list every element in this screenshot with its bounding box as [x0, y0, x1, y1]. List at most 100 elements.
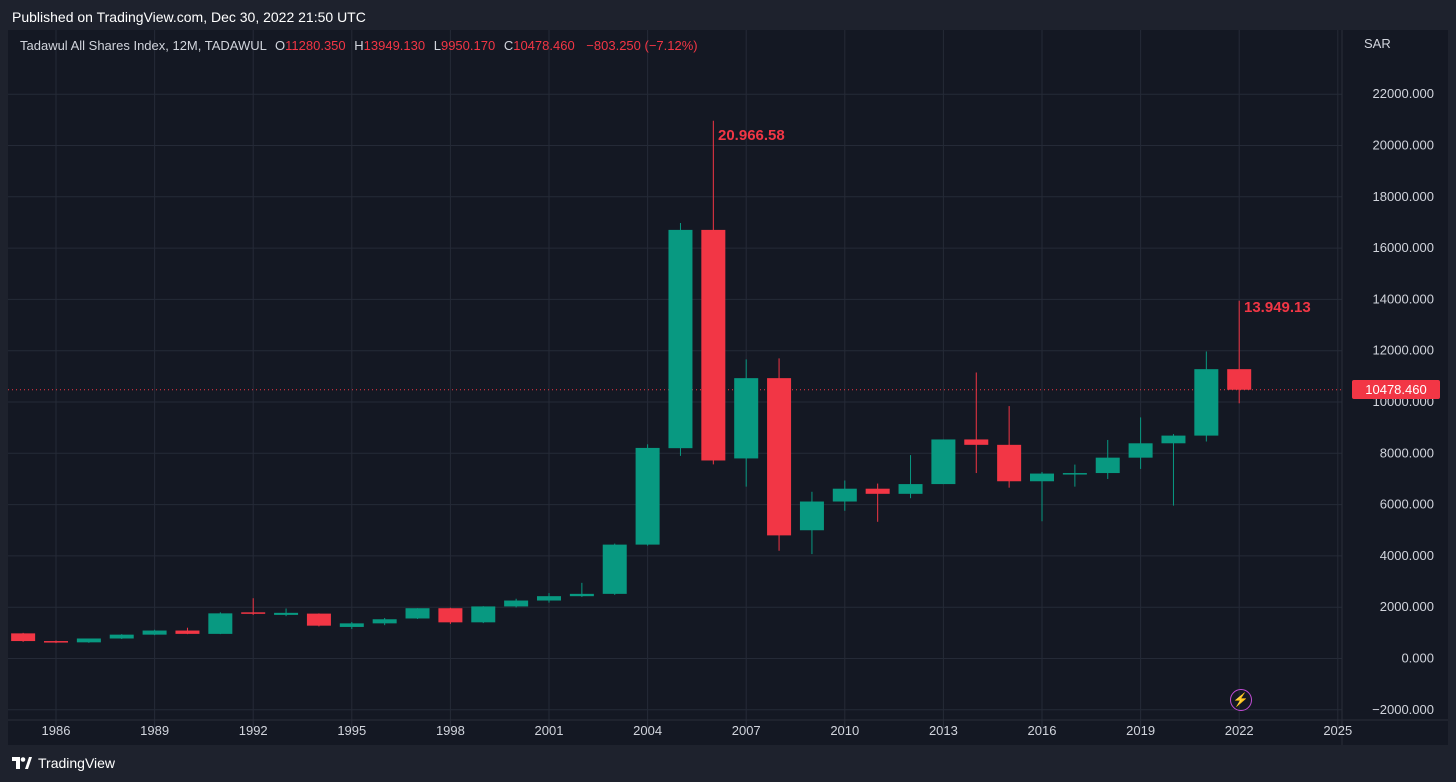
- candle-1995[interactable]: [339, 622, 364, 630]
- candle-2006[interactable]: [701, 120, 726, 465]
- candlestick-chart[interactable]: −2000.000 0.000 2000.000 4000.000 6000.000 80…: [8, 30, 1448, 745]
- candle-body[interactable]: [1030, 473, 1054, 482]
- candle-body[interactable]: [175, 630, 200, 634]
- candle-body[interactable]: [1161, 435, 1186, 444]
- candle-body[interactable]: [11, 633, 36, 642]
- candle-2010[interactable]: [832, 480, 857, 511]
- legend-open-value: 11280.350: [285, 38, 346, 53]
- candle-body[interactable]: [537, 596, 561, 601]
- candle-1993[interactable]: [274, 608, 299, 617]
- legend-close-value: 10478.460: [513, 38, 575, 53]
- candle-2008[interactable]: [767, 358, 792, 551]
- published-caption: Published on TradingView.com, Dec 30, 20…: [12, 9, 366, 25]
- candle-body[interactable]: [799, 501, 824, 531]
- candle-2000[interactable]: [504, 598, 529, 608]
- candle-body[interactable]: [142, 630, 167, 635]
- candle-2015[interactable]: [997, 406, 1022, 488]
- candle-body[interactable]: [997, 444, 1022, 482]
- x-tick-label: 1989: [140, 723, 169, 738]
- candle-body[interactable]: [372, 619, 397, 624]
- candle-2021[interactable]: [1194, 351, 1219, 442]
- candle-2018[interactable]: [1095, 439, 1120, 479]
- candle-body[interactable]: [1194, 369, 1219, 436]
- legend-close-label: C: [503, 38, 514, 53]
- x-tick-label: 2025: [1323, 723, 1352, 738]
- candle-1987[interactable]: [76, 638, 101, 643]
- brand[interactable]: TradingView: [12, 755, 115, 771]
- candle-2003[interactable]: [602, 543, 627, 595]
- candle-1988[interactable]: [109, 634, 134, 640]
- candle-body[interactable]: [208, 613, 233, 634]
- candle-1991[interactable]: [208, 612, 233, 635]
- candle-1985[interactable]: [11, 632, 36, 642]
- y-tick-label: 2000.000: [1380, 599, 1434, 614]
- legend-high-label: H: [354, 38, 364, 53]
- y-tick-label: 4000.000: [1380, 548, 1434, 563]
- candle-body[interactable]: [504, 600, 529, 607]
- candle-1989[interactable]: [142, 629, 167, 636]
- candle-1997[interactable]: [405, 608, 430, 619]
- y-tick-label: 0.000: [1401, 651, 1434, 666]
- candle-2014[interactable]: [964, 372, 989, 474]
- y-tick-label: 8000.000: [1380, 445, 1434, 460]
- candle-body[interactable]: [931, 439, 956, 485]
- chart-area[interactable]: −2000.000 0.000 2000.000 4000.000 6000.000 80…: [8, 30, 1448, 745]
- candle-1992[interactable]: [241, 598, 266, 615]
- x-tick-label: 2019: [1126, 723, 1155, 738]
- candle-body[interactable]: [898, 484, 923, 494]
- candle-body[interactable]: [668, 229, 693, 449]
- candle-1998[interactable]: [438, 607, 463, 624]
- candle-body[interactable]: [602, 544, 627, 594]
- candle-2020[interactable]: [1161, 434, 1186, 506]
- x-tick-label: 2010: [830, 723, 859, 738]
- candle-body[interactable]: [241, 612, 266, 614]
- x-tick-label: 2013: [929, 723, 958, 738]
- candle-body[interactable]: [832, 488, 857, 502]
- candle-body[interactable]: [44, 641, 68, 643]
- candle-2001[interactable]: [537, 593, 561, 603]
- candle-body[interactable]: [274, 612, 299, 615]
- candle-1990[interactable]: [175, 627, 200, 635]
- candle-body[interactable]: [405, 608, 430, 619]
- candle-1986[interactable]: [44, 640, 68, 644]
- candle-body[interactable]: [964, 439, 989, 445]
- candle-2002[interactable]: [569, 582, 594, 597]
- y-tick-label: 20000.000: [1373, 138, 1434, 153]
- candle-body[interactable]: [1227, 369, 1252, 390]
- y-tick-label: 22000.000: [1373, 86, 1434, 101]
- candle-2009[interactable]: [799, 491, 824, 555]
- candle-body[interactable]: [76, 638, 101, 643]
- candle-2013[interactable]: [931, 439, 956, 485]
- candle-body[interactable]: [339, 623, 364, 627]
- candle-body[interactable]: [1062, 473, 1087, 475]
- candle-2019[interactable]: [1128, 417, 1153, 469]
- candle-body[interactable]: [734, 378, 759, 459]
- candle-body[interactable]: [471, 606, 496, 623]
- candle-2017[interactable]: [1062, 464, 1087, 487]
- candle-body[interactable]: [865, 488, 890, 494]
- candle-body[interactable]: [1128, 443, 1153, 458]
- x-tick-label: 1998: [436, 723, 465, 738]
- lightning-icon[interactable]: ⚡: [1230, 689, 1252, 711]
- candle-2004[interactable]: [635, 444, 660, 546]
- candle-body[interactable]: [701, 229, 726, 461]
- candle-2022[interactable]: [1227, 300, 1252, 404]
- candle-1999[interactable]: [471, 606, 496, 624]
- candle-body[interactable]: [1095, 457, 1120, 474]
- candle-body[interactable]: [767, 378, 792, 536]
- candle-body[interactable]: [306, 613, 331, 626]
- candle-2005[interactable]: [668, 222, 693, 456]
- candle-body[interactable]: [438, 608, 463, 623]
- candle-2016[interactable]: [1030, 472, 1054, 522]
- candle-2011[interactable]: [865, 483, 890, 522]
- candle-body[interactable]: [635, 447, 660, 545]
- candle-1996[interactable]: [372, 617, 397, 626]
- candle-2012[interactable]: [898, 455, 923, 499]
- annotation-high-2006: 20.966.58: [718, 127, 785, 144]
- x-tick-label: 2001: [535, 723, 564, 738]
- candle-body[interactable]: [569, 593, 594, 597]
- candle-body[interactable]: [109, 634, 134, 639]
- candle-2007[interactable]: [734, 359, 759, 487]
- x-tick-label: 2022: [1225, 723, 1254, 738]
- candle-1994[interactable]: [306, 613, 331, 627]
